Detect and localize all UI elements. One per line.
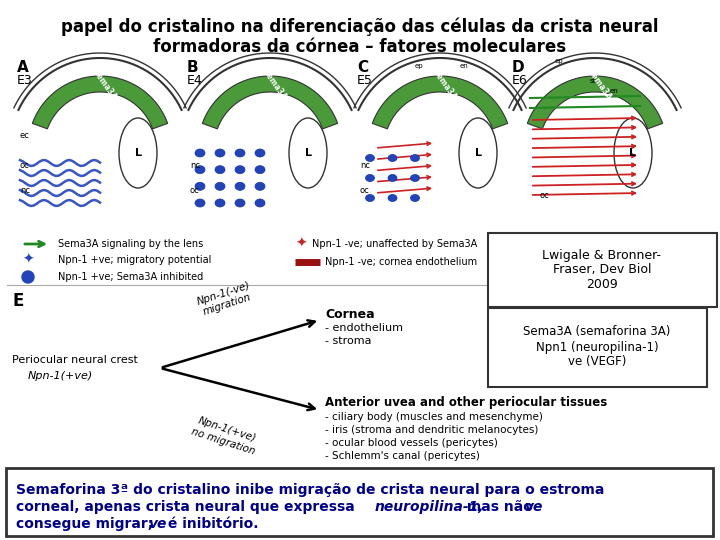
Text: - ocular blood vessels (pericytes): - ocular blood vessels (pericytes) (325, 438, 498, 448)
Ellipse shape (255, 183, 265, 190)
FancyBboxPatch shape (6, 468, 713, 536)
Text: neuropilina-1,: neuropilina-1, (375, 500, 485, 514)
Text: Npn-1 +ve; migratory potential: Npn-1 +ve; migratory potential (58, 255, 212, 265)
Ellipse shape (388, 174, 397, 181)
FancyBboxPatch shape (488, 308, 707, 387)
Ellipse shape (410, 174, 420, 181)
Ellipse shape (614, 118, 652, 188)
Text: E5: E5 (357, 74, 373, 87)
Text: C: C (357, 60, 368, 75)
Text: - Schlemm's canal (pericytes): - Schlemm's canal (pericytes) (325, 451, 480, 461)
Text: Npn-1(+ve)
no migration: Npn-1(+ve) no migration (190, 415, 260, 456)
Ellipse shape (215, 149, 225, 157)
Ellipse shape (215, 166, 225, 174)
Ellipse shape (366, 194, 374, 201)
Text: Sema3A (semaforina 3A)
Npn1 (neuropilina-1)
ve (VEGF): Sema3A (semaforina 3A) Npn1 (neuropilina… (523, 326, 671, 368)
Ellipse shape (388, 194, 397, 201)
Text: E3: E3 (17, 74, 32, 87)
Ellipse shape (195, 166, 205, 174)
Text: - ciliary body (muscles and mesenchyme): - ciliary body (muscles and mesenchyme) (325, 412, 543, 422)
Text: en: en (610, 88, 618, 94)
Text: Npn-1 -ve; unaffected by Sema3A: Npn-1 -ve; unaffected by Sema3A (312, 239, 477, 249)
Text: L: L (305, 148, 312, 158)
Text: A: A (17, 60, 29, 75)
Text: oc: oc (20, 161, 30, 170)
Ellipse shape (235, 166, 245, 174)
Ellipse shape (119, 118, 157, 188)
Text: Npn-1(-ve)
migration: Npn-1(-ve) migration (195, 280, 255, 318)
Text: nc: nc (20, 186, 30, 195)
Text: Periocular neural crest: Periocular neural crest (12, 355, 138, 365)
Ellipse shape (215, 183, 225, 190)
Ellipse shape (195, 149, 205, 157)
Text: oc: oc (360, 186, 370, 195)
Ellipse shape (255, 149, 265, 157)
Ellipse shape (366, 174, 374, 181)
Text: L: L (629, 148, 636, 158)
Text: nc: nc (190, 161, 200, 170)
Text: - iris (stroma and dendritic melanocytes): - iris (stroma and dendritic melanocytes… (325, 425, 539, 435)
Text: é inibitório.: é inibitório. (163, 517, 258, 531)
Polygon shape (527, 76, 662, 129)
Text: en: en (460, 63, 469, 69)
Text: - stroma: - stroma (325, 336, 372, 346)
Text: Npn-1(+ve): Npn-1(+ve) (28, 371, 94, 381)
Text: L: L (474, 148, 482, 158)
Ellipse shape (410, 154, 420, 161)
Text: ep: ep (415, 63, 423, 69)
Ellipse shape (410, 194, 420, 201)
Text: Lwigale & Bronner-
Fraser, Dev Biol
2009: Lwigale & Bronner- Fraser, Dev Biol 2009 (542, 248, 662, 292)
Text: E4: E4 (187, 74, 203, 87)
Ellipse shape (459, 118, 497, 188)
Ellipse shape (215, 199, 225, 207)
Ellipse shape (366, 154, 374, 161)
Text: B: B (187, 60, 199, 75)
Text: Cornea: Cornea (325, 308, 374, 321)
Polygon shape (202, 76, 338, 129)
Ellipse shape (235, 199, 245, 207)
Text: ve: ve (524, 500, 542, 514)
Ellipse shape (255, 166, 265, 174)
Text: mas não: mas não (462, 500, 538, 514)
Text: ✦: ✦ (22, 253, 34, 267)
Text: ve: ve (148, 517, 166, 531)
Text: E: E (12, 292, 23, 310)
Text: ec: ec (20, 131, 30, 140)
Text: Anterior uvea and other periocular tissues: Anterior uvea and other periocular tissu… (325, 396, 607, 409)
Polygon shape (372, 76, 508, 129)
Text: ep: ep (555, 58, 564, 64)
Text: E6: E6 (512, 74, 528, 87)
Ellipse shape (255, 199, 265, 207)
Text: Sema3A: Sema3A (586, 68, 613, 102)
Text: Npn-1 +ve; Sema3A inhibited: Npn-1 +ve; Sema3A inhibited (58, 272, 203, 282)
Text: Sema3A: Sema3A (261, 68, 289, 102)
Text: D: D (512, 60, 525, 75)
FancyBboxPatch shape (488, 233, 717, 307)
Text: ✦: ✦ (295, 237, 307, 251)
Text: papel do cristalino na diferenciação das células da crista neural: papel do cristalino na diferenciação das… (61, 18, 659, 37)
Ellipse shape (388, 154, 397, 161)
Text: Sema3A: Sema3A (431, 68, 459, 102)
Circle shape (22, 271, 34, 283)
Text: Sema3A signaling by the lens: Sema3A signaling by the lens (58, 239, 203, 249)
Text: corneal, apenas crista neural que expressa: corneal, apenas crista neural que expres… (16, 500, 364, 514)
Text: formadoras da córnea – fatores moleculares: formadoras da córnea – fatores molecular… (153, 38, 567, 56)
Text: L: L (135, 148, 142, 158)
Text: Semaforina 3ª do cristalino inibe migração de crista neural para o estroma: Semaforina 3ª do cristalino inibe migraç… (16, 483, 604, 497)
Text: Npn-1 -ve; cornea endothelium: Npn-1 -ve; cornea endothelium (325, 257, 477, 267)
Polygon shape (32, 76, 168, 129)
Ellipse shape (289, 118, 327, 188)
Text: consegue migrar;: consegue migrar; (16, 517, 158, 531)
Text: oc: oc (190, 186, 199, 195)
Ellipse shape (235, 183, 245, 190)
Ellipse shape (195, 199, 205, 207)
Text: Sema3A: Sema3A (91, 68, 119, 102)
Ellipse shape (195, 183, 205, 190)
Ellipse shape (235, 149, 245, 157)
Text: st: st (590, 78, 596, 84)
Text: oc: oc (540, 191, 550, 200)
Text: nc: nc (360, 161, 370, 170)
Text: - endothelium: - endothelium (325, 323, 403, 333)
